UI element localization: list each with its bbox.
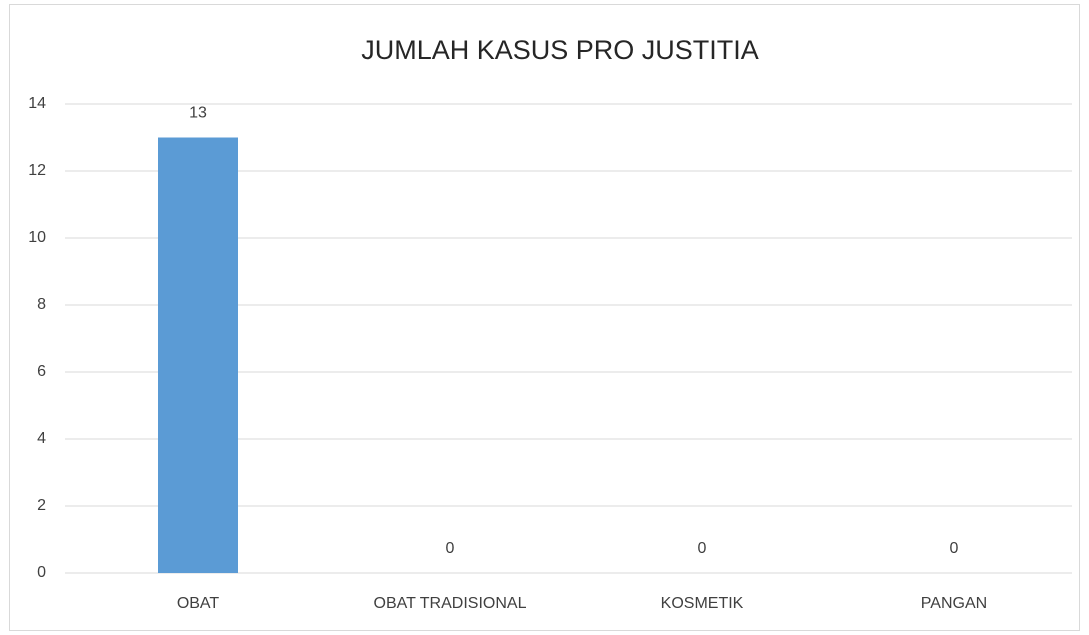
y-tick-label: 2 (37, 497, 46, 514)
y-tick-label: 10 (28, 229, 46, 246)
data-label: 13 (189, 105, 207, 122)
x-tick-label: OBAT TRADISIONAL (374, 595, 527, 612)
y-tick-label: 0 (37, 564, 46, 581)
chart-title: JUMLAH KASUS PRO JUSTITIA (361, 35, 759, 65)
x-tick-label: OBAT (177, 595, 220, 612)
data-label: 0 (698, 540, 707, 557)
data-label: 0 (446, 540, 455, 557)
y-tick-label: 8 (37, 296, 46, 313)
y-tick-label: 14 (28, 95, 46, 112)
y-tick-label: 6 (37, 363, 46, 380)
x-tick-label: PANGAN (921, 595, 987, 612)
bar (158, 137, 238, 573)
x-tick-label: KOSMETIK (661, 595, 744, 612)
y-tick-label: 12 (28, 162, 46, 179)
y-tick-label: 4 (37, 430, 46, 447)
data-label: 0 (950, 540, 959, 557)
